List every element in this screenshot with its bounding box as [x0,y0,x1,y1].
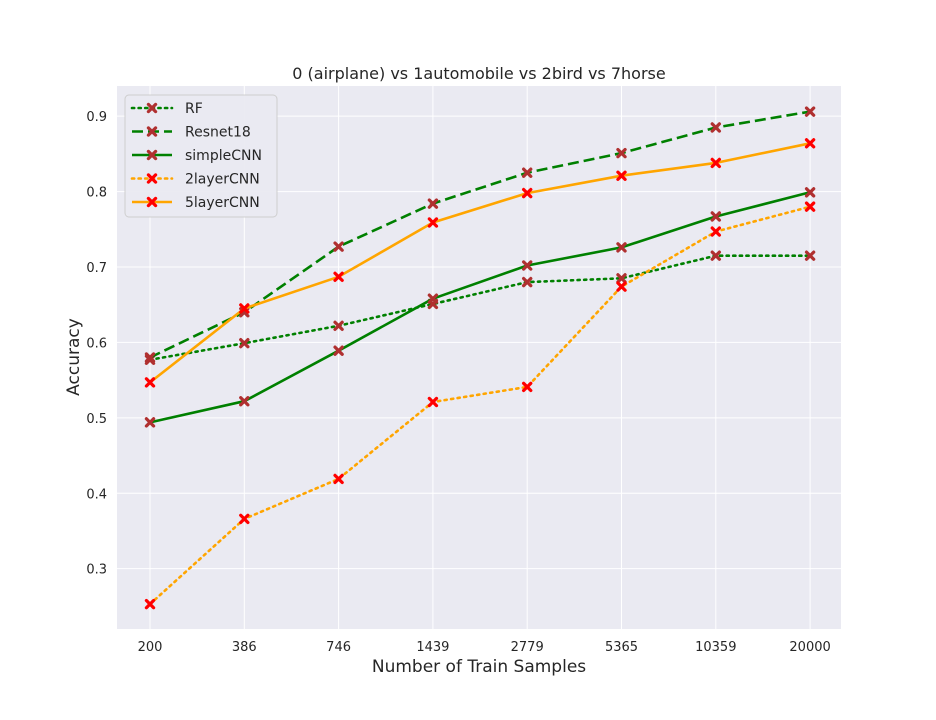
data-point [427,198,439,209]
series-line [149,110,811,359]
data-point [333,320,344,332]
data-point [333,345,344,356]
legend-item: 2layerCNN [130,172,260,188]
data-point [144,417,156,428]
series-2layerCNN [144,201,816,610]
data-point [521,276,533,288]
data-point [616,147,627,159]
data-point [710,226,722,237]
series-simpleCNN [144,187,816,428]
legend-label: 5layerCNN [185,195,260,211]
data-point [427,396,439,408]
data-point [521,381,533,393]
y-tick-label: 0.7 [86,261,107,276]
x-axis-label: Number of Train Samples [372,657,586,677]
data-point [616,273,627,284]
series-line [148,254,812,362]
x-tick-label: 20000 [789,640,830,655]
legend-item: 5layerCNN [132,195,260,211]
data-point [710,157,722,169]
data-point [144,598,156,610]
legend-label: 2layerCNN [185,172,260,188]
series-line [149,142,811,384]
data-point [804,187,816,198]
y-tick-label: 0.9 [86,110,107,125]
series-line [149,191,811,424]
data-point [427,217,439,228]
series-layer [144,106,816,610]
data-point [710,211,722,222]
legend-item: RF [130,101,203,117]
legend-box [124,94,278,218]
data-point [144,377,156,388]
y-tick-label: 0.5 [86,412,107,427]
data-point [710,250,722,261]
legend-marker [146,196,158,208]
y-tick-label: 0.3 [86,563,107,578]
data-point [239,337,250,349]
data-point [333,271,344,283]
legend-label: RF [185,101,203,117]
y-tick-label: 0.6 [86,336,107,351]
legend-label: Resnet18 [185,125,251,141]
x-tick-label: 2779 [511,640,544,655]
data-point [710,122,722,133]
y-tick-labels: 0.3 0.4 0.5 0.6 0.7 0.8 0.9 [86,110,107,578]
x-tick-label: 746 [326,640,351,655]
data-point [239,303,250,314]
data-point [427,293,439,304]
series-RF [144,250,816,365]
y-tick-label: 0.4 [86,487,107,502]
data-point [804,250,816,261]
legend: RF Resnet18 simpleCNN 2layerCNN 5layerCNN [124,94,278,218]
data-point [521,187,533,199]
series-5layerCNN [144,138,816,388]
data-point [616,242,627,253]
data-point [804,201,816,212]
x-tick-label: 200 [138,640,163,655]
data-point [144,352,156,363]
y-axis-label: Accuracy [64,318,84,396]
x-tick-labels: 200 386 746 1439 2779 5365 10359 20000 [138,640,831,655]
x-tick-label: 10359 [695,640,736,655]
legend-marker [146,173,158,184]
y-tick-label: 0.8 [86,186,107,201]
data-point [616,170,627,181]
legend-item: simpleCNN [132,148,262,164]
legend-marker [146,126,158,137]
data-point [239,396,250,407]
legend-label: simpleCNN [185,148,262,164]
data-point [239,513,250,525]
legend-marker [146,102,158,114]
data-point [804,106,816,117]
data-point [804,138,816,149]
chart-title: 0 (airplane) vs 1automobile vs 2bird vs … [292,64,665,83]
data-point [521,167,533,178]
data-point [333,473,344,485]
data-point [616,281,627,292]
x-tick-label: 5365 [605,640,638,655]
data-point [333,241,344,252]
x-tick-label: 1439 [416,640,449,655]
x-tick-label: 386 [232,640,257,655]
data-point [521,260,533,271]
legend-marker [146,149,158,161]
legend-item: Resnet18 [132,125,251,141]
series-line [148,205,812,606]
